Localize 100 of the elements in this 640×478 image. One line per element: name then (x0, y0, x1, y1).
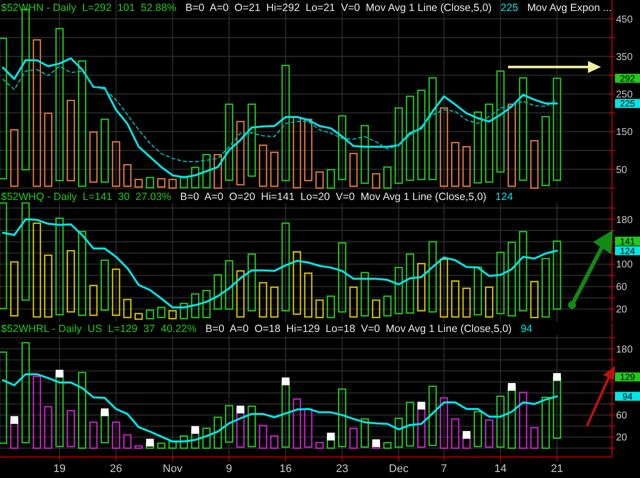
x-tick-label: Dec (388, 463, 409, 475)
candlestick (451, 418, 460, 449)
candlestick (168, 178, 177, 189)
candlestick (202, 428, 211, 449)
y-tick-label: 180 (616, 344, 634, 356)
candlestick (112, 141, 120, 187)
candlestick (372, 173, 380, 189)
candlestick (123, 434, 132, 449)
candlestick (360, 418, 369, 448)
candlestick (394, 418, 403, 448)
x-tick-label: 9 (226, 463, 232, 475)
candlestick (180, 302, 188, 320)
y-tick-label: 150 (616, 127, 634, 138)
candlestick (32, 376, 42, 449)
candlestick (315, 171, 324, 189)
candlestick (349, 286, 358, 318)
candlestick (78, 60, 86, 187)
candlestick (428, 241, 437, 313)
point (553, 373, 561, 381)
candlestick (146, 310, 154, 320)
candlestick (21, 342, 30, 444)
candlestick (89, 284, 98, 316)
candlestick (270, 435, 278, 449)
candlestick (462, 146, 471, 187)
line-series (2, 218, 558, 308)
candlestick (236, 270, 245, 318)
candlestick (542, 258, 550, 318)
point (372, 439, 380, 448)
candlestick (89, 422, 98, 449)
x-tick-label: 21 (550, 463, 564, 475)
candlestick (383, 166, 392, 189)
text: 141 (620, 236, 636, 246)
annotation: 225 (500, 2, 518, 14)
candlestick (78, 372, 86, 449)
candlestick (474, 411, 482, 448)
line-series (2, 57, 558, 178)
candlestick (270, 286, 278, 318)
candlestick (202, 290, 211, 318)
candlestick (180, 176, 188, 188)
candlestick (258, 282, 268, 318)
candlestick (292, 251, 302, 315)
x-tick-label: 26 (110, 463, 122, 475)
candlestick (248, 406, 256, 448)
point (417, 402, 426, 410)
candlestick (66, 100, 75, 182)
candlestick (530, 427, 539, 449)
chart-subtitle: B=0 A=0 O=20 Hi=141 Lo=20 V=0 Mov Avg 1 Line (Close,5,0) (180, 191, 486, 203)
candlestick (417, 90, 426, 180)
point (327, 432, 335, 440)
candlestick (157, 306, 166, 318)
candlestick (451, 142, 460, 187)
candlestick (32, 222, 42, 318)
candlestick (168, 440, 177, 449)
candlestick (134, 178, 143, 188)
candlestick (349, 428, 358, 449)
y-tick-label: 20 (616, 304, 628, 316)
point (236, 406, 244, 414)
candlestick (508, 242, 516, 316)
candlestick (360, 272, 369, 316)
candlestick (508, 104, 516, 187)
chart-title: $52WHRL - Daily US L=129 37 40.22% (1, 323, 196, 335)
text: 292 (620, 73, 636, 84)
annotation: 94 (520, 323, 533, 335)
candlestick (248, 253, 256, 312)
candlestick (248, 104, 256, 177)
text: 124 (620, 246, 636, 256)
candlestick (406, 402, 414, 447)
candlestick (292, 398, 302, 449)
candlestick (157, 442, 166, 449)
text: 94 (622, 391, 633, 402)
candlestick (66, 410, 75, 448)
candlestick (326, 169, 336, 189)
candlestick (518, 77, 528, 181)
x-tick-label: 19 (53, 463, 66, 475)
candlestick (372, 299, 380, 318)
candlestick (462, 288, 471, 318)
text: 129 (620, 372, 636, 382)
candlestick (315, 442, 324, 449)
candlestick (78, 230, 86, 316)
candlestick (258, 424, 268, 449)
point (10, 416, 18, 424)
candlestick (270, 152, 278, 187)
point (146, 438, 154, 447)
candlestick (0, 38, 8, 180)
candlestick (32, 39, 42, 187)
x-tick-label: 7 (440, 463, 447, 475)
candlestick (89, 131, 98, 183)
candlestick (214, 416, 222, 449)
candlestick (349, 152, 358, 187)
candlestick (518, 392, 528, 449)
x-tick-label: 23 (336, 463, 348, 475)
point (100, 408, 109, 416)
point (282, 378, 290, 386)
y-tick-label: 450 (616, 14, 634, 26)
candlestick (383, 442, 392, 449)
y-tick-label: 100 (616, 260, 634, 271)
candlestick (485, 286, 494, 318)
y-tick-label: 20 (616, 432, 628, 444)
candlestick (428, 77, 437, 180)
candlestick (123, 298, 132, 318)
